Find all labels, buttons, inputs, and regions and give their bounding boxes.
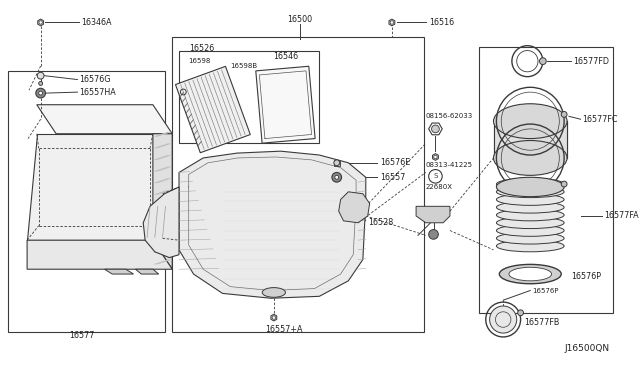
Polygon shape — [153, 248, 172, 253]
Circle shape — [334, 160, 340, 166]
Polygon shape — [153, 202, 172, 206]
Polygon shape — [153, 225, 172, 230]
Text: 16598: 16598 — [188, 58, 210, 64]
Circle shape — [335, 175, 339, 179]
Ellipse shape — [497, 194, 564, 205]
Text: 08313-41225: 08313-41225 — [426, 162, 473, 168]
Text: 16576P: 16576P — [532, 288, 559, 294]
Polygon shape — [153, 155, 172, 160]
Polygon shape — [179, 151, 366, 298]
Ellipse shape — [497, 202, 564, 213]
Ellipse shape — [509, 267, 552, 281]
Polygon shape — [339, 192, 370, 223]
Text: 16576P: 16576P — [571, 272, 601, 282]
Bar — [172, 37, 424, 332]
Text: 16577FB: 16577FB — [524, 318, 560, 327]
Circle shape — [431, 125, 439, 133]
Text: 16346A: 16346A — [81, 18, 112, 27]
Ellipse shape — [262, 288, 285, 297]
Ellipse shape — [497, 225, 564, 236]
Circle shape — [434, 155, 437, 159]
Ellipse shape — [497, 178, 564, 190]
Ellipse shape — [497, 217, 564, 228]
Ellipse shape — [497, 240, 564, 252]
Ellipse shape — [497, 186, 564, 198]
Polygon shape — [153, 132, 172, 137]
Text: 16557+A: 16557+A — [265, 325, 302, 334]
Circle shape — [38, 91, 43, 95]
Circle shape — [561, 112, 567, 117]
Text: J16500QN: J16500QN — [564, 344, 610, 353]
Circle shape — [518, 310, 524, 316]
Text: 16577FC: 16577FC — [582, 115, 618, 124]
Polygon shape — [153, 236, 172, 241]
Polygon shape — [153, 190, 172, 195]
Polygon shape — [433, 154, 438, 160]
Circle shape — [540, 58, 546, 65]
Text: 16516: 16516 — [429, 18, 454, 27]
Circle shape — [39, 21, 42, 24]
Ellipse shape — [497, 232, 564, 244]
Circle shape — [390, 21, 394, 24]
Bar — [479, 46, 612, 313]
Bar — [334, 160, 340, 166]
Ellipse shape — [497, 177, 564, 197]
Circle shape — [38, 81, 43, 85]
Polygon shape — [143, 187, 179, 257]
Polygon shape — [153, 213, 172, 218]
Polygon shape — [153, 178, 172, 183]
Polygon shape — [104, 269, 134, 274]
Ellipse shape — [499, 264, 561, 284]
Text: 16557HA: 16557HA — [79, 88, 116, 97]
Circle shape — [37, 72, 44, 79]
Text: 22680X: 22680X — [426, 184, 452, 190]
Bar — [8, 71, 166, 332]
Text: 16528: 16528 — [368, 218, 393, 227]
Polygon shape — [256, 66, 315, 143]
Polygon shape — [389, 19, 395, 26]
Polygon shape — [136, 269, 159, 274]
Text: (1): (1) — [431, 122, 439, 128]
Text: 16577: 16577 — [70, 330, 95, 340]
Polygon shape — [153, 260, 172, 264]
Circle shape — [332, 173, 342, 182]
Text: (2): (2) — [431, 173, 439, 178]
Polygon shape — [153, 134, 172, 269]
Circle shape — [272, 316, 276, 319]
Polygon shape — [153, 144, 172, 148]
Circle shape — [36, 88, 45, 98]
Polygon shape — [416, 206, 450, 223]
Text: 16577FA: 16577FA — [604, 212, 639, 221]
Polygon shape — [27, 240, 172, 269]
Circle shape — [429, 230, 438, 239]
Polygon shape — [153, 167, 172, 171]
Text: 16598B: 16598B — [230, 63, 257, 69]
Text: 08156-62033: 08156-62033 — [426, 113, 473, 119]
Polygon shape — [429, 123, 442, 135]
Circle shape — [429, 170, 442, 183]
Text: 16500: 16500 — [287, 15, 312, 24]
Ellipse shape — [493, 104, 567, 139]
Ellipse shape — [493, 141, 567, 175]
Text: 16546: 16546 — [273, 52, 298, 61]
Text: 16526: 16526 — [189, 44, 214, 53]
Text: 16557: 16557 — [380, 173, 406, 182]
Polygon shape — [493, 121, 567, 158]
Text: 16576G: 16576G — [79, 75, 111, 84]
Polygon shape — [38, 19, 44, 26]
Bar — [179, 51, 319, 144]
Polygon shape — [271, 314, 276, 321]
Text: 16577FD: 16577FD — [573, 57, 609, 66]
Polygon shape — [27, 134, 153, 240]
Circle shape — [490, 306, 516, 333]
Text: 16576E: 16576E — [380, 158, 410, 167]
Polygon shape — [175, 66, 250, 153]
Circle shape — [561, 181, 567, 187]
Polygon shape — [36, 105, 172, 134]
Text: S: S — [433, 173, 438, 179]
Ellipse shape — [497, 209, 564, 221]
